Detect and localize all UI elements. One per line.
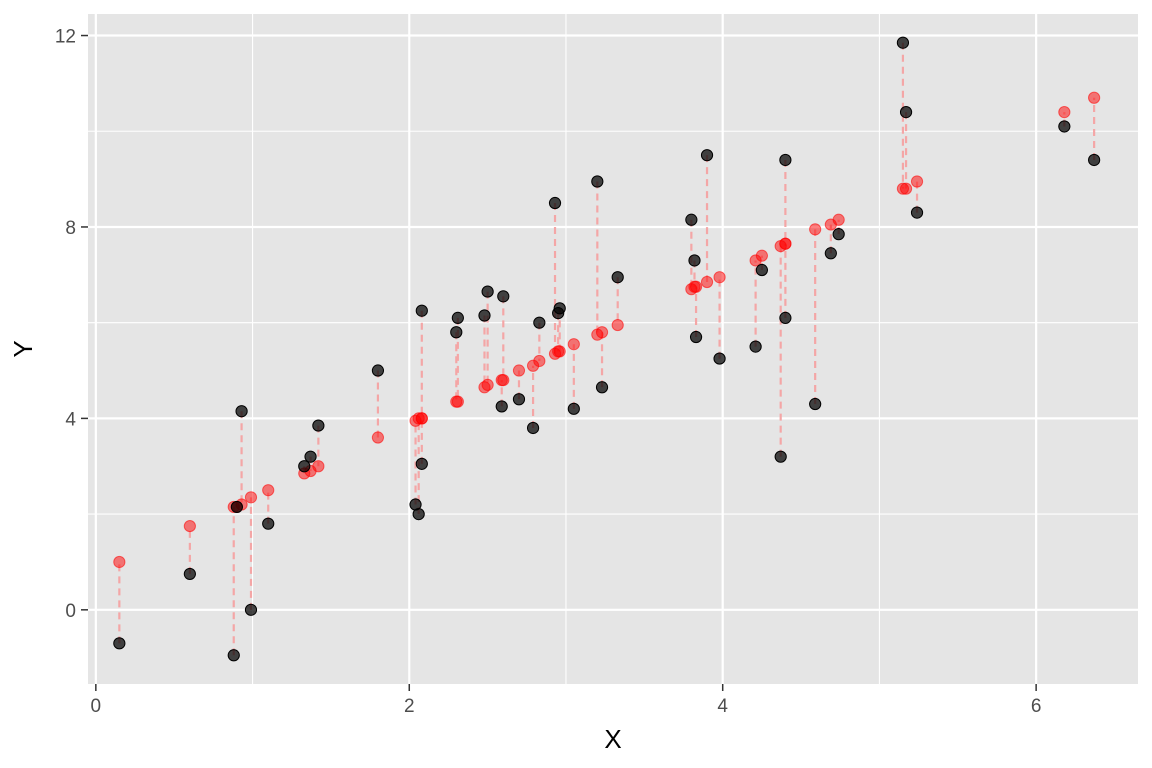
x-tick-label: 0 (91, 696, 102, 717)
observed-point (412, 508, 425, 521)
fitted-point (481, 378, 494, 391)
observed-point (611, 271, 624, 284)
fitted-point (595, 326, 609, 339)
observed-point (113, 637, 126, 650)
fitted-point (755, 249, 768, 262)
fitted-point (611, 318, 624, 332)
fitted-point (553, 345, 566, 358)
observed-point (312, 419, 325, 432)
observed-point (567, 402, 580, 415)
fitted-point (371, 431, 385, 444)
observed-point (688, 254, 701, 267)
observed-point (700, 149, 714, 162)
observed-point (899, 106, 913, 119)
fitted-point (899, 182, 913, 195)
fitted-point (244, 491, 258, 504)
x-axis: 0 2 4 6 (91, 684, 1042, 717)
fitted-point (1058, 106, 1071, 119)
observed-point (262, 517, 275, 530)
fitted-point (689, 280, 703, 293)
fitted-point (262, 484, 275, 497)
observed-point (495, 400, 508, 413)
observed-point (450, 326, 463, 339)
observed-point (415, 304, 428, 317)
fitted-point (713, 271, 726, 284)
observed-point (713, 352, 726, 365)
fitted-points (113, 91, 1101, 569)
observed-point (591, 175, 604, 188)
observed-point (896, 36, 910, 49)
observed-point (183, 567, 196, 581)
observed-point (774, 450, 787, 463)
fitted-point (533, 354, 546, 368)
observed-point (779, 153, 792, 167)
observed-point (415, 457, 428, 470)
observed-point (685, 213, 698, 226)
observed-point (832, 228, 845, 241)
grid-major (88, 14, 1138, 684)
observed-point (595, 381, 609, 394)
fitted-point (809, 223, 822, 236)
observed-point (1058, 120, 1071, 133)
observed-point (230, 500, 243, 514)
observed-point (1088, 153, 1101, 167)
observed-point (548, 196, 562, 210)
observed-point (533, 316, 546, 329)
observed-point (553, 302, 566, 315)
observed-point (481, 285, 494, 298)
observed-point (371, 364, 385, 377)
observed-point (749, 340, 762, 353)
y-tick-label: 12 (55, 27, 76, 48)
fitted-point (497, 374, 510, 387)
observed-point (235, 405, 248, 418)
observed-point (779, 311, 792, 324)
observed-point (451, 311, 464, 324)
x-tick-label: 6 (1031, 696, 1042, 717)
x-tick-label: 4 (717, 696, 728, 717)
observed-point (298, 460, 311, 473)
fitted-point (451, 395, 464, 408)
plot-panel (88, 14, 1138, 684)
observed-point (689, 330, 703, 344)
observed-point (809, 397, 822, 411)
observed-point (526, 421, 540, 435)
observed-point (497, 290, 510, 303)
fitted-point (700, 275, 714, 289)
y-axis: 0 4 8 12 (55, 27, 88, 622)
observed-points (113, 36, 1101, 662)
observed-point (910, 206, 924, 219)
fitted-point (910, 175, 924, 188)
fitted-point (183, 519, 196, 533)
x-axis-title: X (604, 724, 621, 754)
y-tick-label: 0 (65, 601, 76, 622)
fitted-point (312, 460, 325, 473)
x-tick-label: 2 (404, 696, 415, 717)
fitted-point (512, 364, 526, 377)
observed-point (512, 393, 526, 406)
fitted-point (1088, 91, 1101, 104)
fitted-point (832, 213, 845, 226)
fitted-point (415, 412, 428, 425)
y-tick-label: 4 (65, 409, 76, 430)
observed-point (227, 649, 240, 662)
fitted-point (779, 237, 792, 250)
observed-point (244, 603, 258, 616)
y-axis-title: Y (8, 340, 38, 357)
observed-point (824, 247, 837, 260)
fitted-point (113, 555, 126, 569)
observed-point (304, 450, 317, 463)
observed-point (755, 263, 768, 277)
fitted-point (567, 338, 580, 351)
y-tick-label: 8 (65, 218, 76, 239)
observed-point (478, 309, 491, 322)
